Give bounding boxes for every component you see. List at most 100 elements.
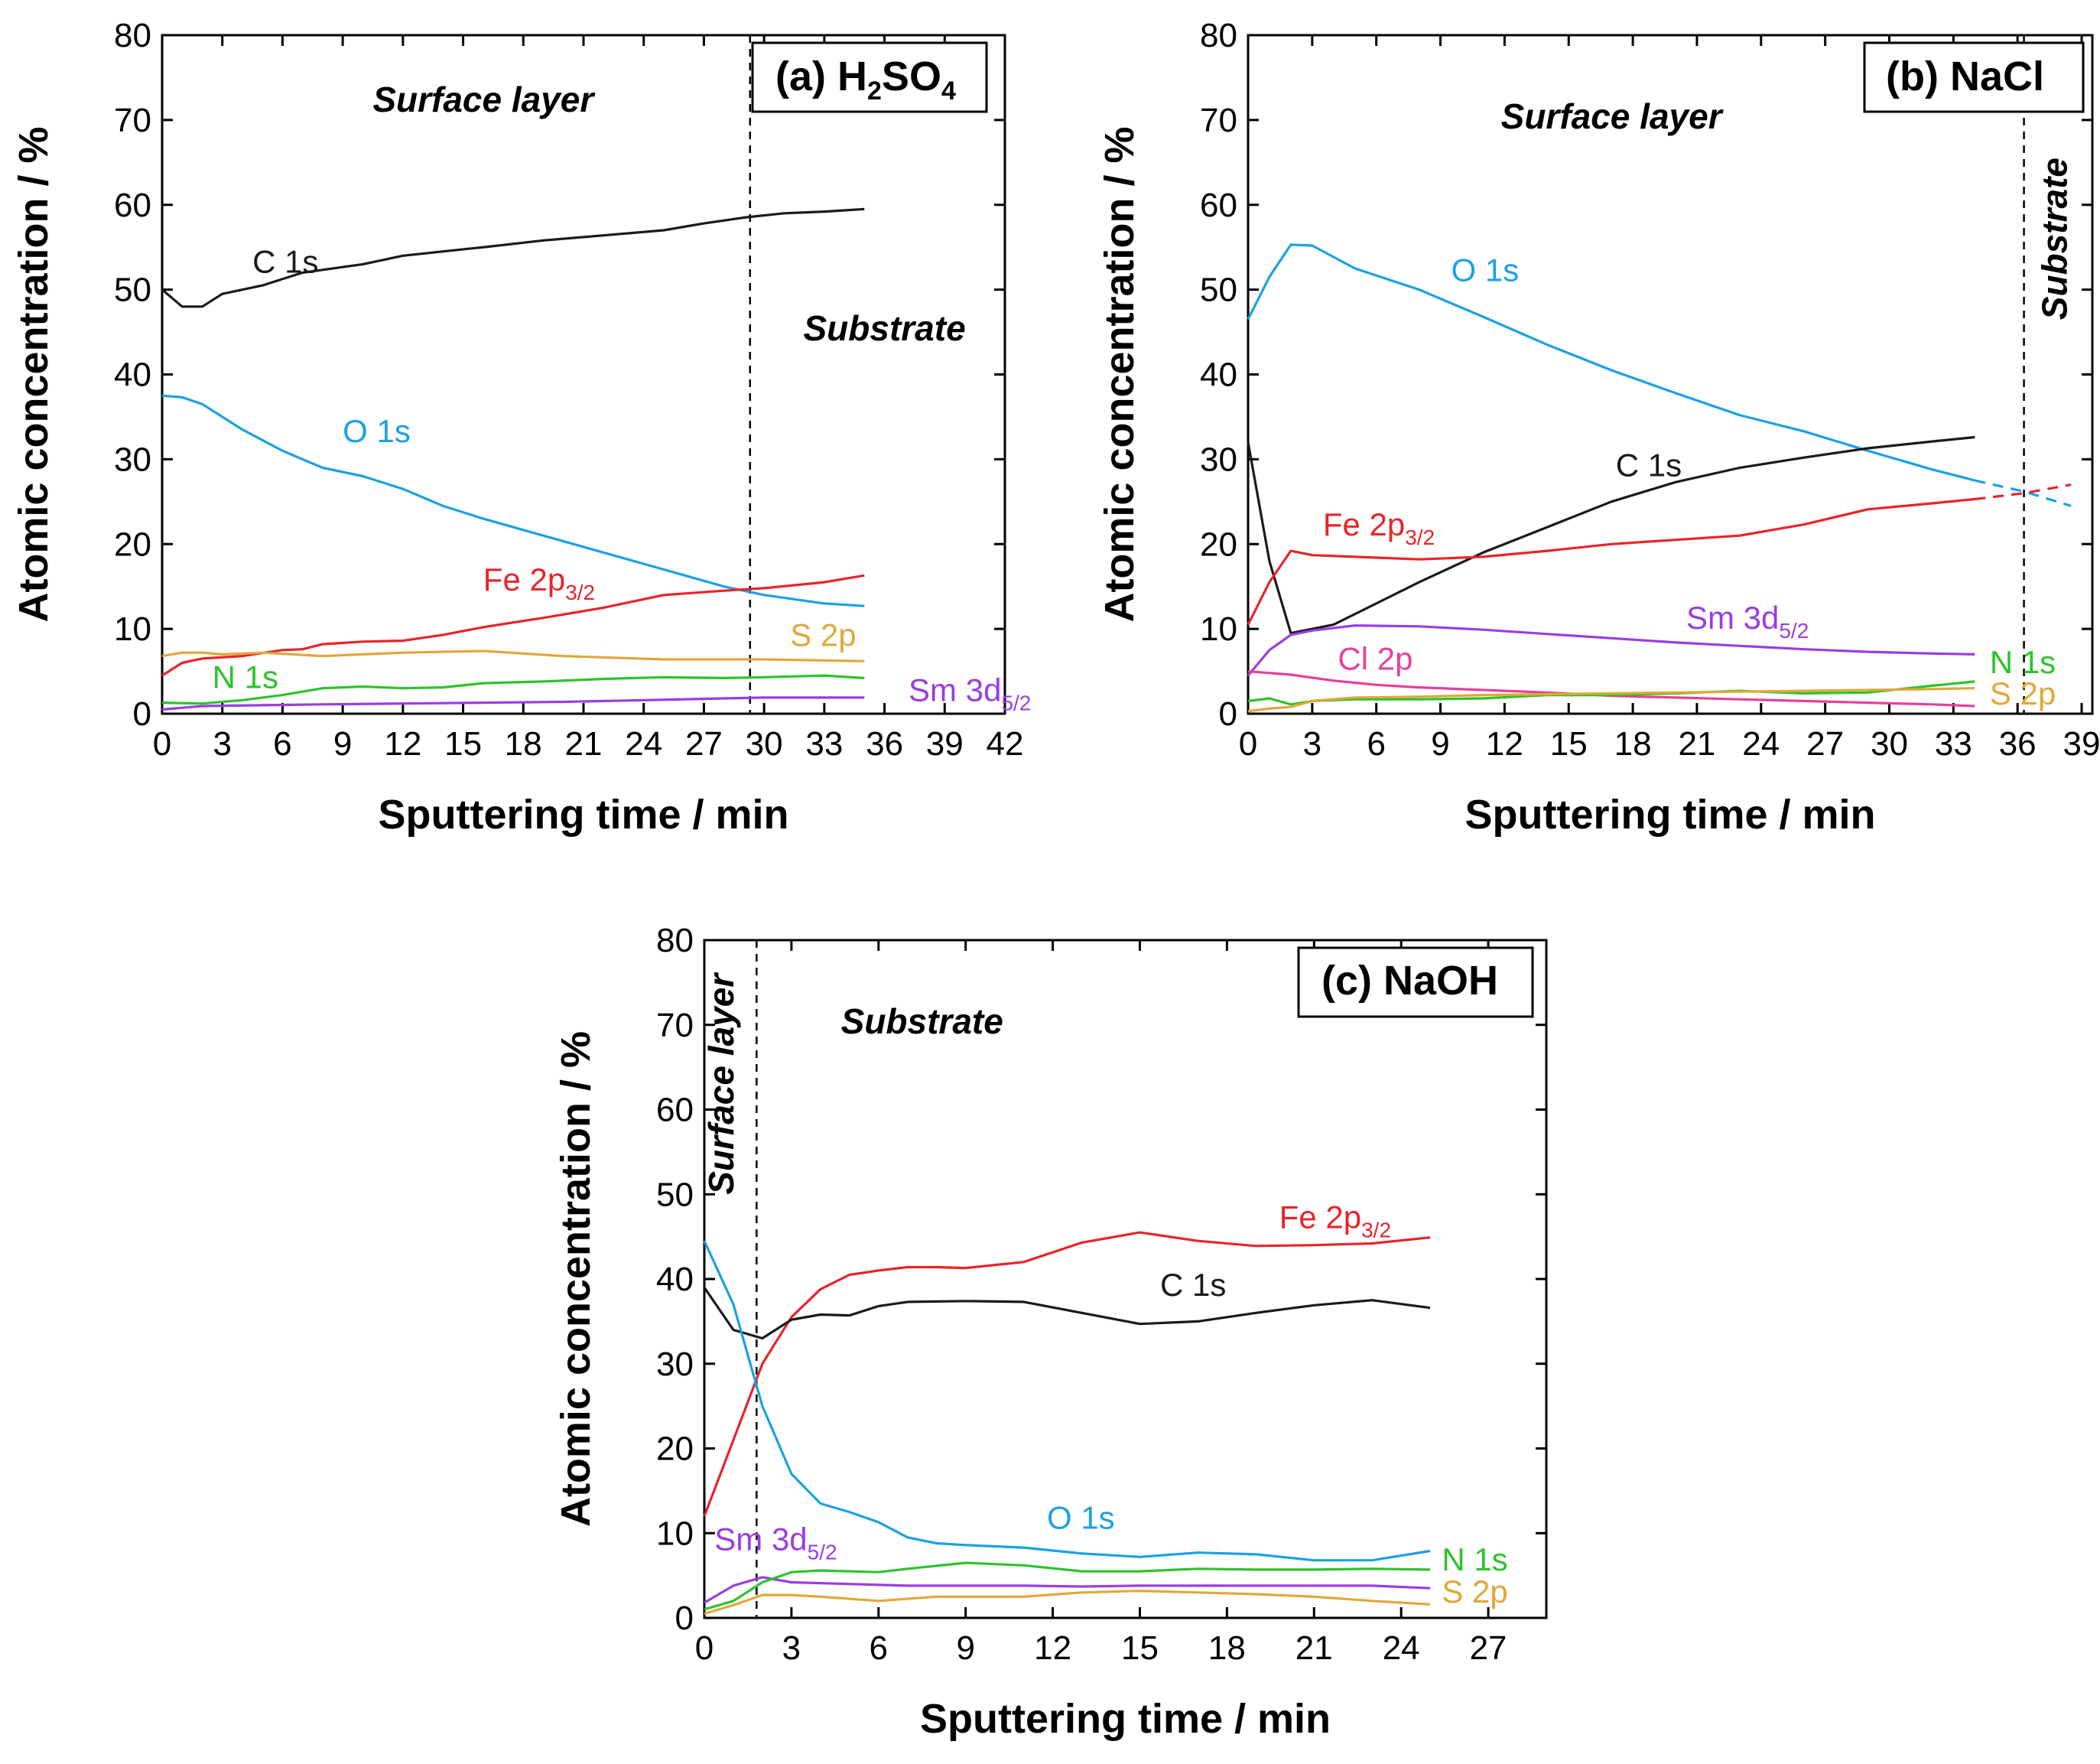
y-tick-label: 80 <box>114 17 151 54</box>
x-tick-label: 24 <box>1742 725 1780 763</box>
x-tick-label: 15 <box>444 725 482 763</box>
y-tick-label: 0 <box>675 1600 694 1637</box>
series-line-n-1s <box>704 1561 1431 1611</box>
y-tick-label: 50 <box>656 1176 694 1213</box>
y-tick-label: 10 <box>656 1515 694 1552</box>
x-tick-label: 6 <box>273 725 291 763</box>
series-line-s-2p <box>1247 687 1975 713</box>
series-line-sm-3d5-2 <box>161 696 865 711</box>
x-tick-label: 9 <box>1431 725 1449 763</box>
x-tick-label: 0 <box>695 1629 714 1667</box>
x-tick-label: 9 <box>956 1629 974 1667</box>
series-label-c-1s: C 1s <box>1616 448 1682 483</box>
x-tick-label: 36 <box>1999 725 2037 763</box>
y-tick-label: 50 <box>1200 272 1237 309</box>
x-tick-label: 18 <box>505 725 542 763</box>
x-axis-title: Sputtering time / min <box>920 1696 1331 1742</box>
series-line-c-1s <box>1247 435 1975 635</box>
x-tick-label: 30 <box>1871 725 1908 763</box>
y-tick-label: 0 <box>133 695 151 733</box>
y-tick-label: 70 <box>114 102 151 139</box>
series-label-fe-2p3-2: Fe 2p3/2 <box>483 561 595 604</box>
region-label-substrate: Substrate <box>2034 158 2074 320</box>
x-tick-label: 12 <box>1034 1629 1071 1667</box>
x-tick-label: 0 <box>1239 725 1257 763</box>
y-tick-label: 20 <box>114 526 151 563</box>
region-label-substrate: Substrate <box>841 1001 1003 1041</box>
series-label-cl-2p: Cl 2p <box>1338 640 1412 676</box>
x-tick-label: 3 <box>782 1629 801 1667</box>
x-tick-label: 6 <box>1367 725 1385 763</box>
x-tick-label: 33 <box>805 725 843 763</box>
y-tick-label: 10 <box>1200 610 1237 648</box>
series-label-s-2p: S 2p <box>790 617 856 653</box>
series-line-o-1s <box>703 1240 1431 1562</box>
series-line-o-1s <box>1247 243 1975 482</box>
series-label-n-1s: N 1s <box>213 659 278 695</box>
x-tick-label: 12 <box>1486 725 1523 763</box>
x-tick-label: 39 <box>926 725 964 763</box>
x-tick-label: 24 <box>625 725 662 763</box>
y-tick-label: 40 <box>1200 356 1237 394</box>
x-tick-label: 9 <box>333 725 352 763</box>
series-label-s-2p: S 2p <box>1990 675 2056 711</box>
y-tick-label: 30 <box>1200 441 1237 478</box>
y-tick-label: 60 <box>114 187 151 224</box>
panel-title: (a) H2SO4 <box>775 54 956 106</box>
series-label-s-2p: S 2p <box>1442 1574 1507 1609</box>
series-line-o-1s <box>161 394 865 607</box>
series-extension-o-1s <box>1974 479 2072 507</box>
y-axis-title: Atomic concentration / % <box>553 1031 599 1527</box>
x-axis-title: Sputtering time / min <box>378 792 788 838</box>
panel-title-box <box>751 41 988 113</box>
y-tick-label: 20 <box>656 1430 694 1468</box>
y-tick-label: 80 <box>1200 17 1237 54</box>
y-tick-label: 30 <box>114 441 151 478</box>
series-label-fe-2p3-2: Fe 2p3/2 <box>1279 1199 1391 1242</box>
region-label-substrate: Substrate <box>803 308 965 348</box>
y-tick-label: 10 <box>114 610 151 648</box>
x-tick-label: 27 <box>1806 725 1844 763</box>
series-label-sm-3d5-2: Sm 3d5/2 <box>714 1521 837 1564</box>
panel-title-box <box>1863 41 2085 113</box>
series-label-o-1s: O 1s <box>343 413 411 449</box>
series-line-c-1s <box>703 1287 1431 1340</box>
y-tick-label: 40 <box>114 356 151 394</box>
y-tick-label: 70 <box>1200 102 1237 139</box>
x-tick-label: 21 <box>565 725 603 763</box>
series-label-o-1s: O 1s <box>1047 1500 1115 1536</box>
x-tick-label: 30 <box>746 725 783 763</box>
panel-title-box <box>1297 946 1534 1018</box>
x-axis-title: Sputtering time / min <box>1464 792 1875 838</box>
x-tick-label: 6 <box>870 1629 888 1667</box>
x-tick-label: 18 <box>1208 1629 1246 1667</box>
series-label-sm-3d5-2: Sm 3d5/2 <box>909 672 1031 714</box>
x-tick-label: 39 <box>2063 725 2100 763</box>
x-tick-label: 27 <box>685 725 723 763</box>
x-tick-label: 15 <box>1550 725 1588 763</box>
y-axis-title: Atomic concentration / % <box>11 126 57 622</box>
series-line-n-1s <box>161 674 865 705</box>
x-tick-label: 18 <box>1614 725 1652 763</box>
y-tick-label: 70 <box>656 1007 694 1044</box>
series-line-c-1s <box>161 207 865 308</box>
series-line-fe-2p3-2 <box>703 1231 1431 1517</box>
y-tick-label: 60 <box>1200 187 1237 224</box>
x-tick-label: 42 <box>987 725 1024 763</box>
x-tick-label: 21 <box>1678 725 1715 763</box>
series-extension-fe-2p3-2 <box>1975 483 2072 501</box>
series-line-sm-3d5-2 <box>1247 624 1975 677</box>
x-tick-label: 33 <box>1935 725 1972 763</box>
region-label-surface-layer: Surface layer <box>372 80 595 119</box>
x-tick-label: 12 <box>384 725 421 763</box>
series-label-n-1s: N 1s <box>1990 644 2056 680</box>
series-label-o-1s: O 1s <box>1451 252 1520 288</box>
y-tick-label: 0 <box>1219 695 1237 733</box>
x-tick-label: 15 <box>1121 1629 1159 1667</box>
region-label-surface-layer: Surface layer <box>1501 96 1724 136</box>
y-tick-label: 80 <box>656 922 694 959</box>
